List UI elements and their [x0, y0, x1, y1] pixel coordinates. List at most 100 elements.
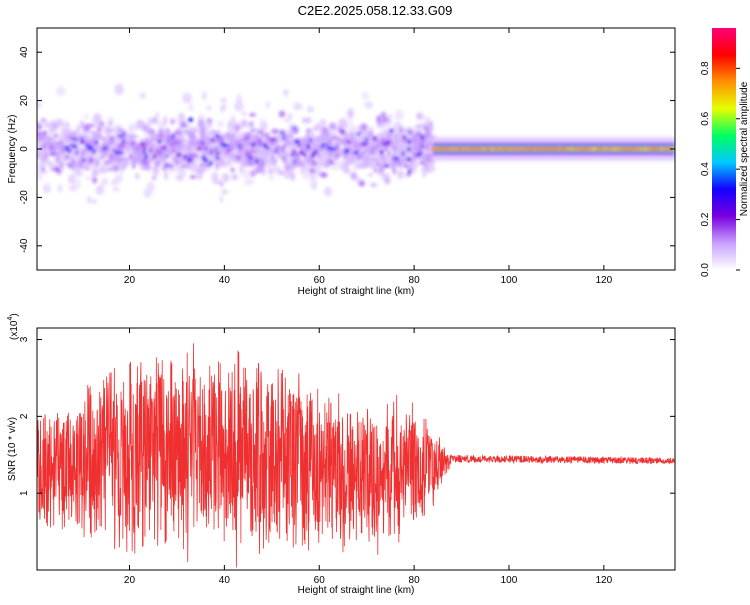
spectrogram-peak [372, 136, 378, 141]
spectrogram-blob [336, 139, 341, 143]
snr-ytick-label: 2 [19, 413, 30, 419]
spectrogram-blob [79, 120, 85, 129]
spectrogram-blob [83, 134, 89, 139]
spectrogram-halo [100, 178, 109, 186]
spectrogram-blob [234, 139, 240, 147]
spectrogram-peak [244, 137, 250, 141]
spectrogram-halo [396, 169, 405, 180]
spectrogram-blob [305, 156, 314, 164]
spectrogram-peak [356, 132, 361, 136]
band-core [514, 147, 518, 151]
spectrogram-peak [248, 156, 253, 160]
spectrogram-blob [369, 151, 376, 155]
snr-xtick-label: 20 [124, 575, 136, 586]
spectrogram-blob [93, 164, 97, 173]
spectrogram-blob [380, 111, 386, 119]
band-core [508, 147, 511, 151]
colorbar-gradient [712, 28, 736, 270]
spectrogram-peak [67, 149, 72, 153]
spectrogram-peak [43, 130, 47, 135]
spectrogram-halo [112, 187, 121, 192]
band-core [476, 147, 483, 151]
spectrogram-xtick-label: 100 [501, 275, 518, 286]
spectrogram-blob [420, 138, 426, 146]
spectrogram-blob [41, 165, 46, 173]
spectrogram-blob [319, 172, 328, 178]
spectrogram-peak [204, 146, 208, 151]
spectrogram-halo [57, 121, 64, 128]
spectrogram-blob [399, 127, 403, 134]
spectrogram-blob [415, 147, 422, 151]
spectrogram-halo [37, 102, 42, 109]
spectrogram-blob [289, 172, 295, 177]
spectrogram-blob [301, 117, 310, 124]
spectrogram-blob [50, 147, 57, 154]
spectrogram-peak [389, 128, 394, 133]
spectrogram-peak [142, 150, 147, 154]
spectrogram-blob [412, 160, 419, 169]
spectrogram-blob [363, 162, 368, 167]
spectrogram-blob [406, 163, 414, 171]
snr-axes: 20 40 60 80 100 120 1 2 3 [19, 328, 675, 586]
spectrogram-peak [297, 144, 302, 148]
spectrogram-blob [385, 132, 394, 139]
spectrogram-peak [166, 137, 170, 140]
spectrogram-blob [53, 133, 59, 139]
spectrogram-halo [361, 91, 370, 101]
spectrogram-blob [343, 167, 351, 175]
spectrogram-blob [92, 177, 98, 184]
spectrogram-blob [61, 143, 66, 147]
spectrogram-blob [360, 123, 368, 131]
spectrogram-peak [295, 140, 301, 144]
spectrogram-peak [50, 152, 54, 156]
spectrogram-blob [98, 167, 105, 172]
snr-series-line [37, 343, 675, 568]
spectrogram-blob [359, 129, 365, 134]
colorbar-tick-label: 0.4 [700, 162, 711, 176]
spectrogram-blob [37, 125, 43, 129]
spectrogram-blob [383, 147, 389, 152]
spectrogram-peak [251, 142, 256, 147]
spectrogram-halo [299, 168, 306, 173]
spectrogram-blob [124, 157, 129, 166]
spectrogram-peak [292, 159, 296, 163]
spectrogram-peak [384, 163, 390, 168]
spectrogram-blob [161, 131, 170, 135]
spectrogram-blob [131, 158, 137, 165]
spectrogram-halo [139, 92, 147, 99]
spectrogram-peak [141, 146, 147, 151]
spectrogram-blob [330, 139, 338, 146]
spectrogram-halo [260, 121, 268, 131]
spectrogram-blob [59, 136, 64, 141]
spectrogram-xtick-label: 80 [409, 275, 421, 286]
spectrogram-blob [151, 175, 157, 181]
spectrogram-peak [321, 146, 324, 150]
spectrogram-peak [270, 137, 276, 141]
spectrogram-blob [40, 117, 47, 123]
spectrogram-peak [214, 147, 218, 151]
spectrogram-blob [320, 126, 329, 135]
spectrogram-blob [38, 147, 44, 156]
spectrogram-halo [244, 177, 255, 186]
spectrogram-blob [251, 153, 256, 157]
spectrogram-peak [258, 143, 262, 146]
spectrogram-blob [90, 131, 98, 135]
spectrogram-blob [42, 142, 47, 147]
spectrogram-blob [40, 156, 47, 164]
spectrogram-halo [310, 175, 317, 188]
snr-plot-area [37, 343, 675, 568]
spectrogram-halo [37, 170, 43, 181]
spectrogram-halo [283, 89, 289, 97]
spectrogram-blob [228, 137, 235, 144]
spectrogram-halo [212, 179, 222, 185]
spectrogram-blob [273, 147, 280, 153]
spectrogram-peak [291, 150, 297, 154]
spectrogram-halo [429, 165, 436, 172]
spectrogram-blob [180, 138, 186, 143]
spectrogram-halo [282, 118, 292, 123]
spectrogram-halo [163, 115, 168, 125]
spectrogram-blob [378, 164, 385, 174]
spectrogram-peak [90, 159, 94, 163]
spectrogram-blob [114, 130, 122, 135]
